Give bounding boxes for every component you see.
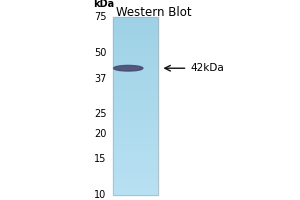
Bar bbox=[112, 150, 158, 153]
Bar bbox=[112, 157, 158, 159]
Text: 20: 20 bbox=[94, 129, 106, 139]
Bar bbox=[112, 102, 158, 104]
Bar bbox=[112, 168, 158, 171]
Text: 75: 75 bbox=[94, 12, 106, 22]
Bar bbox=[112, 191, 158, 193]
Text: kDa: kDa bbox=[93, 0, 114, 9]
Bar bbox=[112, 64, 158, 66]
Bar bbox=[112, 90, 158, 93]
Bar bbox=[112, 119, 158, 122]
Bar bbox=[112, 48, 158, 50]
Bar bbox=[112, 44, 158, 46]
Ellipse shape bbox=[114, 65, 143, 71]
Bar bbox=[112, 139, 158, 142]
Bar bbox=[112, 82, 158, 84]
Bar bbox=[112, 84, 158, 86]
Bar bbox=[112, 193, 158, 195]
Bar bbox=[112, 24, 158, 26]
Bar bbox=[112, 155, 158, 157]
Bar bbox=[112, 115, 158, 117]
Bar bbox=[112, 41, 158, 44]
Bar bbox=[112, 166, 158, 168]
Bar bbox=[112, 159, 158, 162]
Bar bbox=[112, 17, 158, 19]
Bar bbox=[112, 97, 158, 99]
Bar bbox=[112, 30, 158, 33]
Bar bbox=[112, 17, 158, 195]
Bar bbox=[112, 104, 158, 106]
Bar bbox=[112, 164, 158, 166]
Bar bbox=[112, 39, 158, 41]
Bar bbox=[112, 88, 158, 90]
Bar bbox=[112, 26, 158, 28]
Bar bbox=[112, 28, 158, 30]
Bar bbox=[112, 184, 158, 186]
Bar bbox=[112, 108, 158, 110]
Bar bbox=[112, 46, 158, 48]
Bar bbox=[112, 144, 158, 146]
Bar bbox=[112, 93, 158, 95]
Bar bbox=[112, 110, 158, 113]
Bar bbox=[112, 142, 158, 144]
Bar bbox=[112, 173, 158, 175]
Bar bbox=[112, 73, 158, 75]
Bar bbox=[112, 37, 158, 39]
Bar bbox=[112, 79, 158, 82]
Bar bbox=[112, 171, 158, 173]
Bar bbox=[112, 99, 158, 102]
Bar bbox=[112, 68, 158, 70]
Text: 25: 25 bbox=[94, 109, 106, 119]
Bar bbox=[112, 77, 158, 79]
Bar bbox=[112, 113, 158, 115]
Bar bbox=[112, 162, 158, 164]
Text: 37: 37 bbox=[94, 74, 106, 84]
Bar bbox=[112, 19, 158, 21]
Bar bbox=[112, 66, 158, 68]
Bar bbox=[112, 128, 158, 130]
Bar bbox=[112, 148, 158, 150]
Bar bbox=[112, 124, 158, 126]
Text: 15: 15 bbox=[94, 154, 106, 164]
Bar bbox=[112, 186, 158, 188]
Bar bbox=[112, 55, 158, 57]
Bar bbox=[112, 175, 158, 177]
Text: Western Blot: Western Blot bbox=[116, 6, 192, 19]
Bar bbox=[112, 53, 158, 55]
Bar bbox=[112, 179, 158, 182]
Bar bbox=[112, 182, 158, 184]
Text: 50: 50 bbox=[94, 48, 106, 58]
Bar bbox=[112, 122, 158, 124]
Bar bbox=[112, 177, 158, 179]
Bar bbox=[112, 135, 158, 137]
Bar bbox=[112, 21, 158, 24]
Bar bbox=[112, 35, 158, 37]
Bar bbox=[112, 126, 158, 128]
Bar bbox=[112, 33, 158, 35]
Text: 10: 10 bbox=[94, 190, 106, 200]
Bar bbox=[112, 146, 158, 148]
Bar bbox=[112, 106, 158, 108]
Bar bbox=[112, 86, 158, 88]
Bar bbox=[112, 153, 158, 155]
Bar bbox=[112, 75, 158, 77]
Bar bbox=[112, 137, 158, 139]
Bar bbox=[112, 188, 158, 191]
Bar bbox=[112, 95, 158, 97]
Text: 42kDa: 42kDa bbox=[190, 63, 224, 73]
Bar bbox=[112, 130, 158, 133]
Bar bbox=[112, 59, 158, 62]
Bar bbox=[112, 70, 158, 73]
Bar bbox=[112, 57, 158, 59]
Bar bbox=[112, 50, 158, 53]
Bar bbox=[112, 62, 158, 64]
Bar bbox=[112, 117, 158, 119]
Bar bbox=[112, 133, 158, 135]
